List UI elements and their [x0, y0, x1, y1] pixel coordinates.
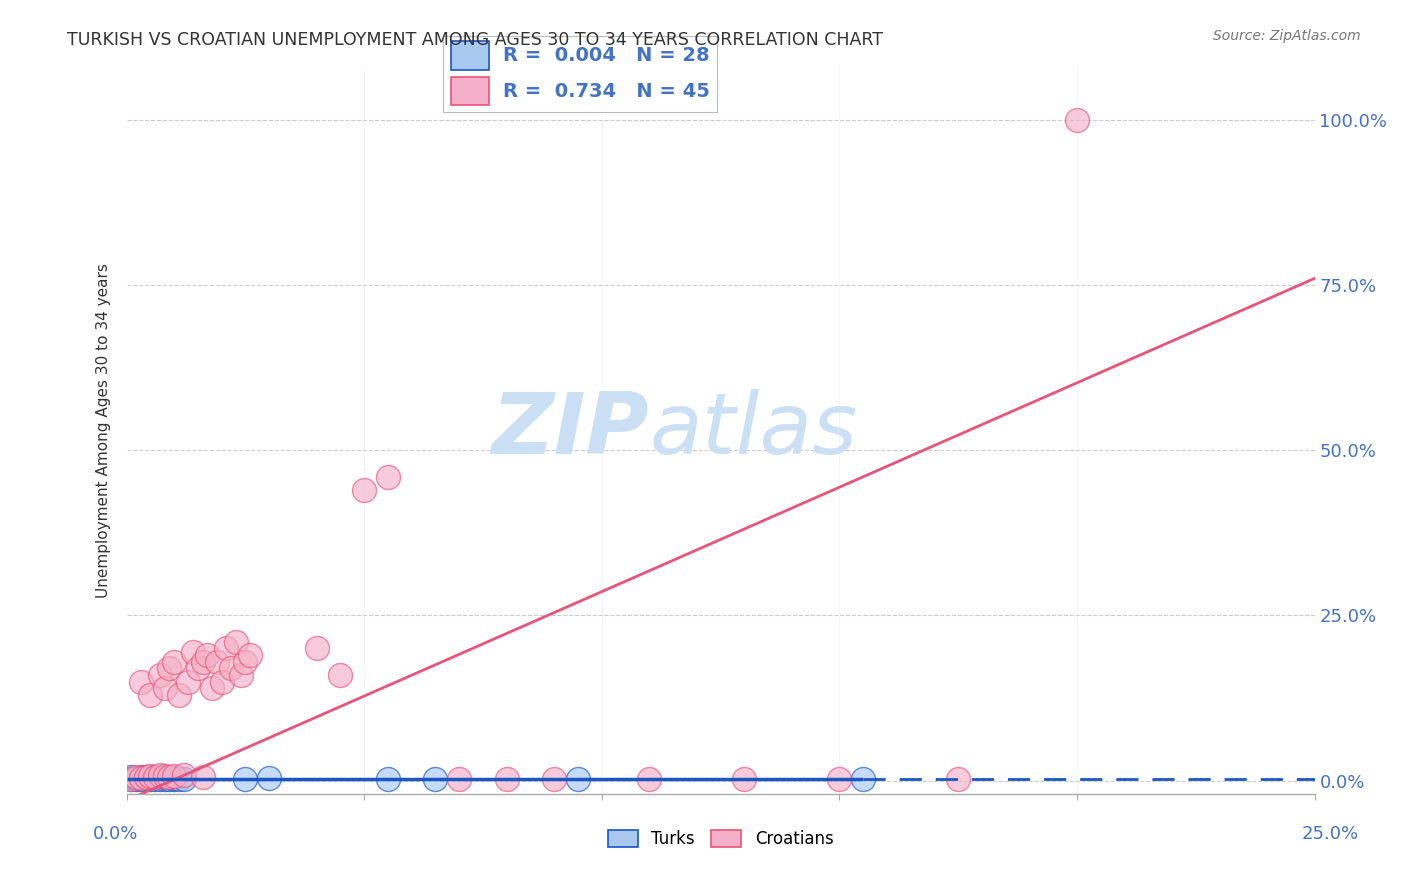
Point [157, 770, 180, 784]
Point [125, 772, 148, 787]
Point [177, 674, 200, 689]
Point [353, 483, 375, 497]
Text: 25.0%: 25.0% [1302, 825, 1358, 843]
Point [129, 772, 152, 786]
Point [239, 648, 262, 662]
Text: Source: ZipAtlas.com: Source: ZipAtlas.com [1213, 29, 1361, 43]
Text: 0.0%: 0.0% [93, 825, 138, 843]
Point [120, 772, 142, 786]
Point [257, 771, 280, 785]
Text: atlas: atlas [650, 389, 858, 472]
Point [139, 772, 162, 787]
Point [153, 681, 176, 695]
Text: R =  0.004   N = 28: R = 0.004 N = 28 [503, 45, 710, 65]
Point [495, 772, 517, 786]
Point [125, 771, 148, 785]
Point [139, 769, 162, 783]
Point [377, 772, 399, 786]
Point [191, 655, 214, 669]
Y-axis label: Unemployment Among Ages 30 to 34 years: Unemployment Among Ages 30 to 34 years [96, 263, 111, 598]
Point [167, 772, 190, 786]
Point [149, 772, 172, 787]
Point [143, 770, 166, 784]
Point [167, 688, 190, 702]
Point [377, 469, 399, 483]
Point [149, 768, 172, 782]
Text: ZIP: ZIP [492, 389, 650, 472]
Point [201, 681, 224, 695]
Point [305, 641, 328, 656]
Point [543, 772, 565, 786]
Point [143, 770, 166, 784]
Point [149, 668, 172, 682]
Point [129, 674, 152, 689]
Point [139, 771, 162, 785]
Point [215, 641, 238, 656]
Point [163, 769, 186, 783]
Point [205, 655, 228, 669]
Point [139, 770, 162, 784]
Point [135, 772, 157, 786]
Point [948, 772, 970, 786]
Point [638, 772, 661, 786]
Point [153, 770, 176, 784]
Point [828, 772, 851, 786]
Point [153, 772, 176, 786]
Point [153, 769, 176, 783]
Point [129, 771, 152, 785]
Point [149, 771, 172, 785]
Point [163, 772, 186, 787]
Point [157, 661, 180, 675]
Bar [451, 77, 489, 105]
Point [329, 668, 352, 682]
Point [1066, 112, 1088, 127]
Point [163, 771, 186, 785]
Point [120, 770, 142, 784]
Point [852, 772, 875, 786]
Point [233, 772, 257, 786]
Point [187, 661, 209, 675]
Point [173, 772, 195, 787]
Point [233, 655, 257, 669]
Point [120, 772, 142, 786]
Point [157, 772, 180, 786]
Point [567, 772, 589, 786]
Point [219, 661, 242, 675]
Point [425, 772, 447, 787]
Point [733, 772, 755, 786]
Bar [451, 41, 489, 70]
Point [195, 648, 218, 662]
Point [143, 772, 166, 786]
Point [125, 770, 148, 784]
Point [135, 770, 157, 784]
Text: TURKISH VS CROATIAN UNEMPLOYMENT AMONG AGES 30 TO 34 YEARS CORRELATION CHART: TURKISH VS CROATIAN UNEMPLOYMENT AMONG A… [67, 31, 883, 49]
Point [211, 674, 233, 689]
Point [139, 688, 162, 702]
Legend: Turks, Croatians: Turks, Croatians [600, 823, 841, 855]
Point [135, 770, 157, 784]
Point [191, 770, 214, 784]
Point [163, 655, 186, 669]
Point [229, 668, 252, 682]
Point [449, 772, 471, 786]
Text: R =  0.734   N = 45: R = 0.734 N = 45 [503, 81, 710, 101]
Point [173, 768, 195, 782]
Point [225, 635, 247, 649]
Point [181, 645, 204, 659]
Point [129, 770, 152, 784]
